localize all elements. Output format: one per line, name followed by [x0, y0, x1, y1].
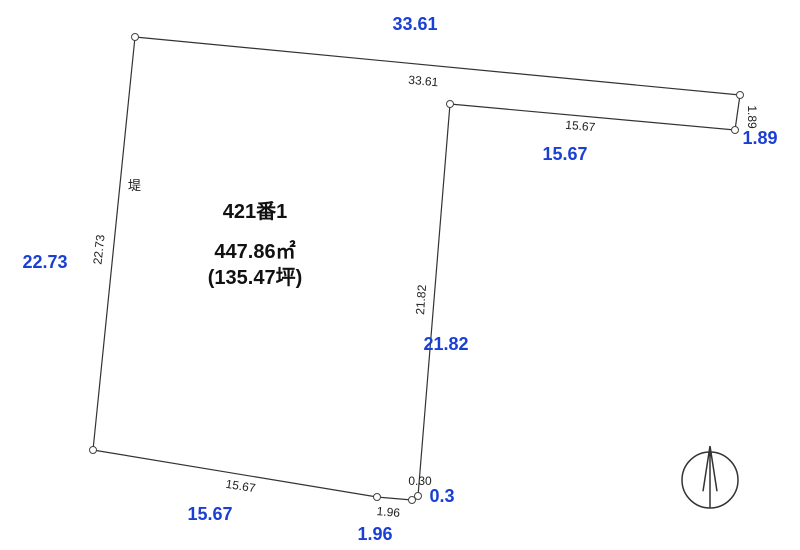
area-square-meters: 447.86㎡ — [214, 239, 295, 263]
survey-dimension: 1.96 — [376, 504, 401, 520]
survey-dimension: 1.89 — [745, 105, 759, 129]
plot-edge — [377, 497, 412, 500]
plot-edge — [735, 95, 740, 130]
survey-dimension: 33.61 — [408, 73, 439, 90]
plot-vertex — [409, 497, 416, 504]
plot-vertex — [737, 92, 744, 99]
measurement-value: 1.89 — [742, 128, 777, 148]
measurement-value: 33.61 — [392, 14, 437, 34]
measurement-value: 15.67 — [187, 504, 232, 524]
survey-dimension-labels: 33.61 1.89 15.67 21.82 0.30 1.96 15.67 22.73 — [90, 73, 759, 520]
plot-vertices — [90, 34, 744, 504]
area-tsubo: (135.47坪) — [208, 266, 303, 289]
side-label: 堤 — [128, 178, 141, 193]
plot-vertex — [90, 447, 97, 454]
compass-icon — [682, 446, 738, 508]
survey-plot-diagram: 33.61 1.89 15.67 21.82 0.30 1.96 15.67 22.73 33… — [0, 0, 800, 550]
measurement-value: 0.3 — [429, 486, 454, 506]
plot-outline — [93, 37, 740, 500]
survey-dimension: 15.67 — [225, 477, 257, 496]
plot-vertex — [374, 494, 381, 501]
measurement-value: 22.73 — [22, 252, 67, 272]
survey-dimension: 15.67 — [565, 118, 596, 135]
survey-dimension: 0.30 — [408, 474, 432, 488]
measurement-labels: 33.61 1.89 15.67 21.82 0.3 1.96 15.67 22.73 — [22, 14, 777, 544]
survey-dimension: 21.82 — [413, 284, 429, 315]
measurement-value: 21.82 — [423, 334, 468, 354]
measurement-value: 15.67 — [542, 144, 587, 164]
plot-vertex — [132, 34, 139, 41]
plot-vertex — [447, 101, 454, 108]
survey-dimension: 22.73 — [90, 234, 107, 266]
measurement-value: 1.96 — [357, 524, 392, 544]
plot-vertex — [732, 127, 739, 134]
lot-number: 421番1 — [223, 200, 288, 223]
